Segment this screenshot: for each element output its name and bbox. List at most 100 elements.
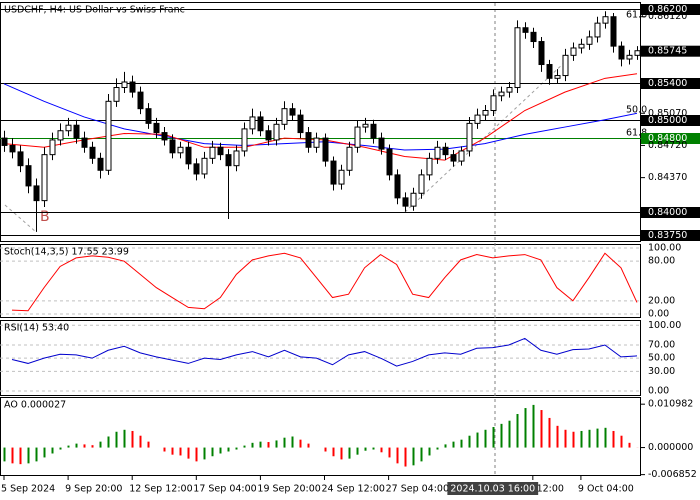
candle-body	[129, 81, 136, 93]
main-panel	[0, 2, 641, 242]
candle-body	[466, 122, 473, 152]
candle-body	[610, 16, 617, 47]
candle-body	[281, 108, 288, 125]
candle-body	[65, 124, 72, 132]
fib-line	[404, 61, 566, 213]
candle-body	[562, 54, 569, 77]
y-tick-label: 0.00	[648, 386, 669, 397]
y-tick-label: 0.010982	[648, 399, 693, 410]
x-tick-label: 5 Sep 2024	[1, 484, 55, 495]
candle-body	[209, 146, 216, 159]
candle-body	[41, 154, 48, 202]
candle-body	[177, 146, 184, 154]
candle-body	[137, 91, 144, 110]
candle-body	[442, 146, 449, 156]
candle-body	[538, 41, 545, 66]
candle-body	[370, 123, 377, 139]
y-tick-label: 0.85070	[648, 108, 687, 119]
y-tick-label: 0.84370	[648, 172, 687, 183]
panel-title: Stoch(14,3,5) 17.55 23.99	[4, 247, 129, 258]
fib-label: 61.8	[626, 10, 647, 21]
candle-body	[25, 165, 32, 187]
candle-body	[273, 123, 280, 141]
candle-body	[354, 126, 361, 148]
candle-body	[546, 64, 553, 79]
candle-body	[89, 146, 96, 159]
last-price-box	[641, 45, 700, 57]
candle-body	[594, 22, 601, 38]
level-label: 0.86200	[648, 4, 687, 15]
candle-body	[498, 91, 505, 97]
x-tick-label: 9 Sep 20:00	[65, 484, 122, 495]
panel-title: USDCHF, H4: US Dollar vs Swiss Franc	[4, 5, 185, 16]
candle-body	[634, 50, 641, 56]
candle-body	[49, 139, 56, 156]
panel-title: AO 0.000027	[4, 400, 66, 411]
candle-body	[201, 157, 208, 175]
candle-body	[289, 108, 296, 116]
y-tick-label: 50.00	[648, 353, 675, 364]
candle-body	[530, 31, 537, 43]
candle-body	[241, 128, 248, 152]
candle-body	[458, 150, 465, 162]
y-tick-label: 100.00	[648, 320, 681, 331]
x-tick-label: 24 Sep 12:00	[322, 484, 385, 495]
level-label: 0.84800	[648, 133, 687, 144]
indicator-line	[11, 337, 638, 367]
level-label-box	[641, 115, 700, 126]
y-tick-label: 70.00	[648, 340, 675, 351]
y-tick-label: 30.00	[648, 366, 675, 377]
y-tick-label: 0.000000	[648, 442, 693, 453]
fib-line	[4, 204, 37, 233]
x-tick-label: t 12:00	[530, 484, 564, 495]
candle-body	[450, 154, 457, 162]
candle-body	[249, 116, 256, 130]
candle-body	[402, 197, 409, 207]
panel-title: RSI(14) 53.40	[4, 323, 69, 334]
candle-body	[490, 95, 497, 112]
candle-body	[602, 16, 609, 24]
y-tick-label: 0.00	[648, 309, 669, 320]
x-tick-label: 27 Sep 04:00	[386, 484, 449, 495]
x-tick-label: 19 Sep 20:00	[257, 484, 320, 495]
candle-body	[514, 27, 521, 89]
candle-body	[81, 137, 88, 148]
candle-body	[474, 114, 481, 124]
candle-body	[586, 36, 593, 45]
level-label: 0.84000	[648, 207, 687, 218]
candle-body	[1, 137, 8, 146]
candle-body	[225, 154, 232, 167]
candle-body	[338, 169, 345, 185]
fib-label: 61.8	[626, 128, 647, 139]
candle-body	[522, 27, 529, 33]
candle-body	[153, 122, 160, 134]
level-label-box	[641, 4, 700, 15]
candle-body	[570, 47, 577, 56]
fib-label: 50.0	[626, 105, 647, 116]
y-tick-label: 100.00	[648, 242, 681, 253]
candle-body	[434, 146, 441, 159]
wave-label: B	[40, 209, 50, 225]
candle-body	[618, 45, 625, 60]
candle-body	[97, 157, 104, 171]
level-label-box	[641, 133, 700, 144]
candle-body	[394, 174, 401, 199]
candle-body	[121, 81, 128, 89]
candle-body	[113, 87, 120, 102]
level-label-box	[641, 230, 700, 241]
candle-body	[105, 100, 112, 171]
candle-body	[554, 75, 561, 79]
x-tick-label: 17 Sep 04:00	[193, 484, 256, 495]
candle-body	[33, 185, 40, 202]
level-label: 0.83750	[648, 230, 687, 241]
stoch-panel	[0, 244, 641, 318]
candle-body	[265, 130, 272, 141]
candle-body	[145, 108, 152, 124]
level-label-box	[641, 78, 700, 89]
candle-body	[161, 132, 168, 141]
candle-body	[626, 54, 633, 60]
level-label: 0.85000	[648, 115, 687, 126]
candle-body	[378, 137, 385, 150]
candle-body	[9, 144, 16, 153]
